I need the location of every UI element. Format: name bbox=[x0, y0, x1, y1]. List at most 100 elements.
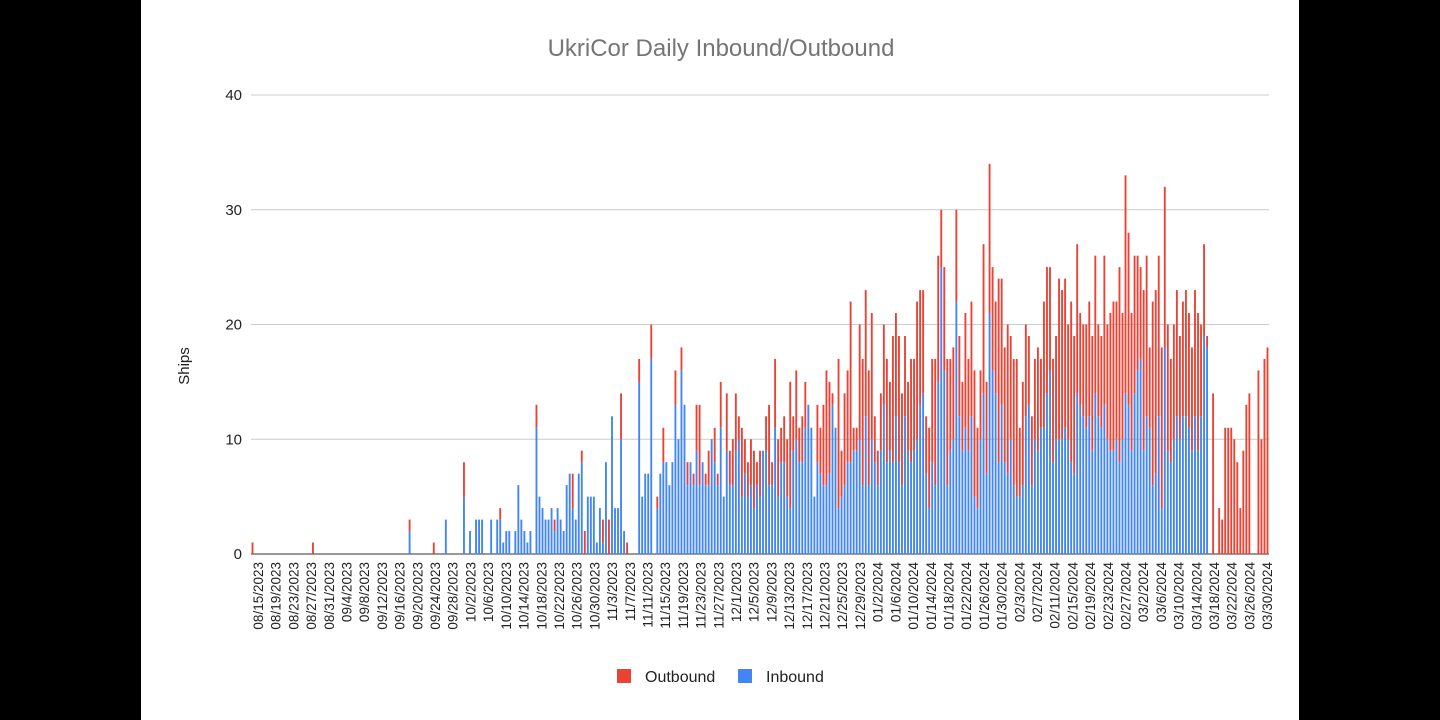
bar-inbound bbox=[589, 496, 592, 554]
legend-label-outbound: Outbound bbox=[645, 669, 715, 686]
bar-inbound bbox=[408, 531, 411, 554]
x-tick-label: 03/30/2024 bbox=[1260, 562, 1275, 630]
x-tick-label: 08/15/2023 bbox=[251, 562, 266, 630]
bar-outbound bbox=[311, 542, 314, 554]
bar-inbound bbox=[964, 427, 967, 554]
x-tick-label: 12/5/2023 bbox=[747, 562, 762, 622]
bar-inbound bbox=[556, 508, 559, 554]
bar-inbound bbox=[774, 427, 777, 554]
x-tick-label: 10/26/2023 bbox=[570, 562, 585, 630]
bar-inbound bbox=[444, 519, 447, 554]
bar-inbound bbox=[550, 508, 553, 554]
y-tick-label: 20 bbox=[225, 317, 242, 334]
bar-inbound bbox=[1018, 496, 1021, 554]
bar-inbound bbox=[683, 404, 686, 554]
bar-inbound bbox=[1073, 473, 1076, 554]
bar-inbound bbox=[1203, 335, 1205, 554]
bar-inbound bbox=[598, 508, 601, 554]
bar-outbound bbox=[716, 473, 719, 486]
bar-outbound bbox=[1257, 370, 1260, 554]
bar-inbound bbox=[734, 450, 737, 554]
bar-inbound bbox=[1061, 439, 1064, 554]
x-tick-label: 02/23/2024 bbox=[1101, 562, 1116, 630]
bar-inbound bbox=[671, 462, 674, 554]
bar-outbound bbox=[1169, 358, 1172, 463]
bar-inbound bbox=[1082, 416, 1085, 554]
bar-outbound bbox=[1157, 255, 1160, 417]
bar-outbound bbox=[1248, 393, 1251, 554]
x-tick-label: 02/15/2024 bbox=[1065, 562, 1080, 630]
bar-inbound bbox=[1175, 416, 1178, 554]
bar-inbound bbox=[707, 485, 710, 554]
x-tick-label: 09/8/2023 bbox=[357, 562, 372, 622]
bar-inbound bbox=[1112, 450, 1115, 554]
bar-inbound bbox=[1206, 347, 1209, 554]
bar-inbound bbox=[677, 439, 680, 554]
bar-outbound bbox=[571, 473, 574, 509]
bar-outbound bbox=[919, 290, 922, 405]
bar-outbound bbox=[858, 324, 861, 440]
bar-outbound bbox=[783, 416, 786, 463]
bar-inbound bbox=[855, 450, 858, 554]
bar-outbound bbox=[1266, 347, 1269, 554]
bar-inbound bbox=[756, 485, 758, 554]
x-tick-label: 09/12/2023 bbox=[375, 562, 390, 630]
bar-inbound bbox=[913, 450, 915, 554]
bar-outbound bbox=[1009, 335, 1012, 440]
x-tick-label: 10/2/2023 bbox=[463, 562, 478, 622]
bar-outbound bbox=[997, 278, 1000, 463]
x-tick-label: 11/15/2023 bbox=[658, 562, 673, 629]
bar-outbound bbox=[1136, 255, 1139, 371]
bar-outbound bbox=[885, 358, 888, 463]
bar-outbound bbox=[432, 542, 435, 554]
bar-outbound bbox=[535, 404, 538, 428]
bar-inbound bbox=[798, 462, 801, 554]
bar-outbound bbox=[1052, 358, 1054, 463]
chart-title: UkriCor Daily Inbound/Outbound bbox=[548, 35, 895, 62]
x-tick-label: 01/6/2024 bbox=[888, 562, 903, 623]
bar-inbound bbox=[1015, 496, 1018, 554]
x-tick-label: 08/19/2023 bbox=[269, 562, 284, 630]
bar-outbound bbox=[1109, 313, 1112, 451]
bar-inbound bbox=[831, 404, 834, 554]
x-tick-label: 02/27/2024 bbox=[1119, 562, 1134, 630]
bar-outbound bbox=[964, 313, 967, 428]
bar-inbound bbox=[922, 393, 925, 554]
chart: UkriCor Daily Inbound/Outbound Ships 0 10… bbox=[176, 35, 1275, 686]
bar-inbound bbox=[849, 462, 852, 554]
bar-inbound bbox=[496, 519, 499, 554]
bar-inbound bbox=[641, 496, 644, 554]
x-tick-label: 02/11/2024 bbox=[1048, 562, 1063, 629]
bar-outbound bbox=[843, 393, 846, 486]
bar-inbound bbox=[559, 519, 562, 554]
bar-inbound bbox=[1148, 427, 1151, 554]
bar-outbound bbox=[1178, 335, 1181, 440]
bar-outbound bbox=[1260, 439, 1263, 554]
bar-inbound bbox=[861, 485, 864, 554]
bar-outbound bbox=[910, 358, 912, 463]
bar-outbound bbox=[1184, 290, 1187, 417]
x-tick-label: 01/26/2024 bbox=[977, 562, 992, 630]
bar-inbound bbox=[1012, 485, 1015, 554]
bar-outbound bbox=[1212, 393, 1215, 554]
bar-inbound bbox=[973, 496, 976, 554]
bar-inbound bbox=[728, 485, 731, 554]
x-tick-label: 03/2/2024 bbox=[1136, 562, 1151, 623]
bar-inbound bbox=[1166, 450, 1169, 554]
bar-outbound bbox=[852, 427, 855, 451]
bar-outbound bbox=[777, 439, 780, 497]
bar-inbound bbox=[1030, 485, 1033, 554]
bar-outbound bbox=[656, 496, 659, 509]
bar-outbound bbox=[1085, 324, 1088, 428]
bar-inbound bbox=[523, 531, 526, 554]
bar-inbound bbox=[463, 496, 465, 554]
bar-outbound bbox=[1033, 358, 1036, 440]
x-tick-label: 03/26/2024 bbox=[1242, 562, 1257, 630]
bar-outbound bbox=[553, 519, 556, 532]
bar-outbound bbox=[1263, 358, 1266, 554]
bar-inbound bbox=[1157, 416, 1160, 554]
bar-inbound bbox=[801, 462, 804, 554]
x-tick-label: 02/7/2024 bbox=[1030, 562, 1045, 623]
bar-outbound bbox=[961, 381, 964, 451]
bar-outbound bbox=[707, 450, 710, 486]
